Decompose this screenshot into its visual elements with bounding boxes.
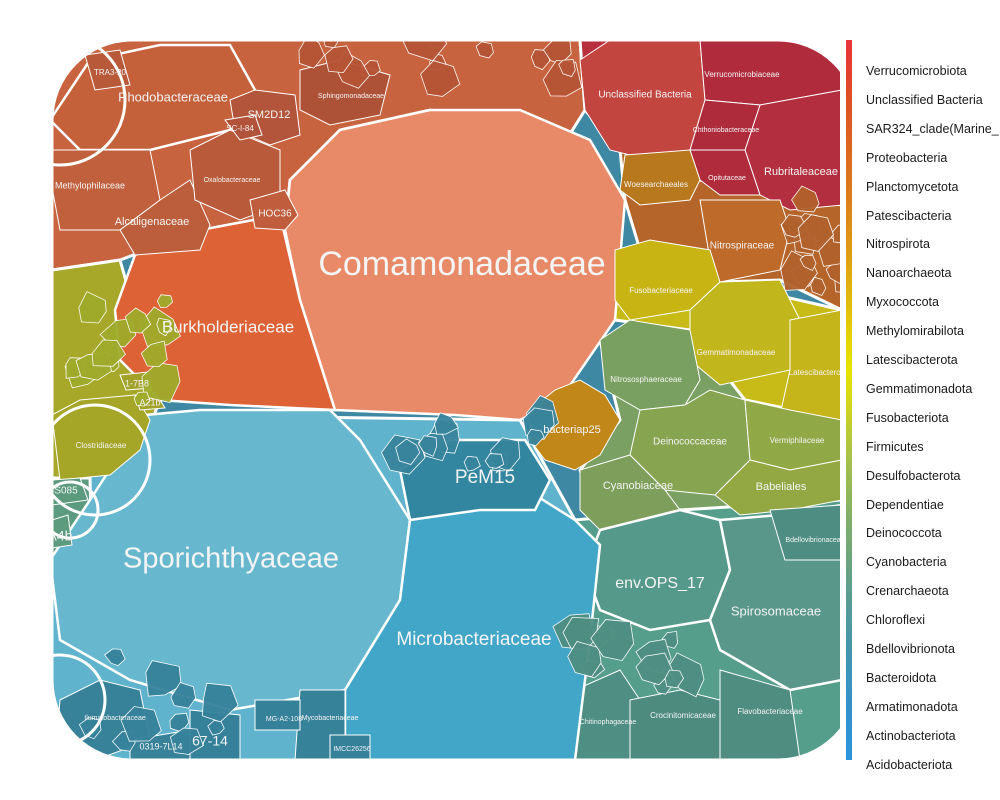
cell-label-ilumatobacteraceae: Ilumatobacteraceae bbox=[84, 715, 146, 722]
legend-entry-chloroflexi: Chloroflexi bbox=[866, 613, 925, 627]
cell-label-bdellovibrionaceae: Bdellovibrionaceae bbox=[785, 537, 840, 544]
cell-env-ops-17 bbox=[585, 510, 730, 630]
legend-entry-firmicutes: Firmicutes bbox=[866, 440, 924, 454]
minor-cell bbox=[19, 662, 51, 692]
cell-label-chthoniobacteraceae: Chthoniobacteraceae bbox=[693, 127, 760, 134]
cell-gemmatimonadaceae bbox=[690, 280, 800, 385]
legend-entry-nanoarchaeota: Nanoarchaeota bbox=[866, 266, 951, 280]
cell-label-sporichthyaceae: Sporichthyaceae bbox=[123, 543, 339, 575]
legend-entry-armatimonadota: Armatimonadota bbox=[866, 700, 958, 714]
cell-label-spirosomaceae: Spirosomaceae bbox=[731, 603, 821, 618]
legend-entry-fusobacteriota: Fusobacteriota bbox=[866, 411, 949, 425]
cell-label-mg-a2-108: MG-A2-108 bbox=[266, 716, 302, 723]
cell-label-tra3-20: TRA3-20 bbox=[94, 68, 127, 77]
cell-label-rubritaleaceae: Rubritaleaceae bbox=[764, 166, 838, 178]
legend-entry-bacteroidota: Bacteroidota bbox=[866, 671, 936, 685]
cell-label-a21b: A21b bbox=[139, 397, 160, 407]
cell-label-nitrososphaeraceae: Nitrososphaeraceae bbox=[610, 375, 682, 384]
cell-label-sm2d12: SM2D12 bbox=[248, 109, 291, 121]
cell-label-0319-7l14: 0319-7L14 bbox=[139, 741, 182, 751]
cell-crocinitomicaceae bbox=[630, 690, 720, 760]
cell-label-oxalobacteraceae: Oxalobacteraceae bbox=[204, 177, 261, 184]
cell-label-microbacteriaceae: Microbacteriaceae bbox=[396, 629, 551, 650]
cell-label-clostridiaceae: Clostridiaceae bbox=[76, 441, 127, 450]
legend-entry-unclassified-bacteria: Unclassified Bacteria bbox=[866, 93, 983, 107]
cell-label-nitrospiraceae: Nitrospiraceae bbox=[710, 241, 775, 252]
legend-entry-crenarchaeota: Crenarchaeota bbox=[866, 584, 949, 598]
legend-entry-verrucomicrobiota: Verrucomicrobiota bbox=[866, 64, 967, 78]
cell-woesearchaeales bbox=[620, 150, 700, 205]
cell-label-mycobacteriaceae: Mycobacteriaceae bbox=[302, 715, 359, 722]
minor-cell bbox=[7, 665, 24, 685]
minor-cell bbox=[12, 653, 51, 687]
cell-label-crocinitomicaceae: Crocinitomicaceae bbox=[650, 711, 716, 720]
cell-label-rhodobacteraceae: Rhodobacteraceae bbox=[118, 89, 228, 104]
cell-label-67-14: 67-14 bbox=[192, 733, 228, 749]
cell-label-s085: S085 bbox=[54, 486, 78, 497]
cell-label-methylophilaceae: Methylophilaceae bbox=[55, 180, 125, 190]
cell-label-opitutaceae: Opitutaceae bbox=[708, 175, 746, 182]
legend-entry-methylomirabilota: Methylomirabilota bbox=[866, 324, 964, 338]
phylum-legend: Verrucomicrobiota Unclassified Bacteria SA… bbox=[846, 40, 1000, 760]
legend-entry-myxococcota: Myxococcota bbox=[866, 295, 939, 309]
treemap-body: Comamonadaceae Burkholderiaceae Rhodobacte… bbox=[0, 22, 840, 760]
legend-entry-acidobacteriota: Acidobacteriota bbox=[866, 758, 952, 772]
cell-label-1-7b8: 1-7B8 bbox=[125, 378, 149, 388]
legend-entry-patescibacteria: Patescibacteria bbox=[866, 209, 951, 223]
cell-label-verrucomicrobiaceae: Verrucomicrobiaceae bbox=[704, 70, 780, 79]
legend-entry-dependentiae: Dependentiae bbox=[866, 498, 944, 512]
cell-label-sphingomonadaceae: Sphingomonadaceae bbox=[318, 93, 384, 100]
legend-entry-gemmatimonadota: Gemmatimonadota bbox=[866, 382, 972, 396]
legend-entry-sar324-clade-marine: SAR324_clade(Marine_ bbox=[866, 122, 999, 136]
cell-label-woesearchaeales: Woesearchaeales bbox=[624, 180, 688, 189]
legend-entry-cyanobacteria: Cyanobacteria bbox=[866, 555, 947, 569]
cell-label-unclassified-bacteria: Unclassified Bacteria bbox=[598, 90, 692, 101]
cell-label-pem15: PeM15 bbox=[455, 467, 515, 488]
cell-label-bacteriap25: bacteriap25 bbox=[543, 424, 601, 436]
legend-entry-nitrospirota: Nitrospirota bbox=[866, 237, 930, 251]
voronoi-treemap: Comamonadaceae Burkholderiaceae Rhodobacte… bbox=[0, 0, 840, 800]
cell-label-imcc26256: IMCC26256 bbox=[333, 746, 370, 753]
legend-entry-desulfobacterota: Desulfobacterota bbox=[866, 469, 961, 483]
cell-label-env-ops-17: env.OPS_17 bbox=[615, 575, 705, 592]
cell-label-hoc36: HOC36 bbox=[258, 209, 292, 220]
cell-label-gemmatimonadaceae: Gemmatimonadaceae bbox=[697, 348, 776, 357]
cell-label-babeliales: Babeliales bbox=[756, 481, 807, 493]
cell-label-cyanobiaceae: Cyanobiaceae bbox=[603, 480, 673, 492]
cell-label-burkholderiaceae: Burkholderiaceae bbox=[162, 317, 294, 336]
cell-label-flavobacteriaceae: Flavobacteriaceae bbox=[737, 707, 803, 716]
minor-cell bbox=[14, 645, 35, 665]
cell-label-vermiphilaceae: Vermiphilaceae bbox=[770, 436, 825, 445]
legend-entry-deinococcota: Deinococcota bbox=[866, 526, 942, 540]
cell-label-sc-i-84: SC-I-84 bbox=[226, 124, 254, 133]
legend-entry-actinobacteriota: Actinobacteriota bbox=[866, 729, 956, 743]
legend-entry-proteobacteria: Proteobacteria bbox=[866, 151, 947, 165]
legend-color-bar bbox=[846, 40, 852, 760]
cell-label-latescibacterota: Latescibacterota bbox=[789, 368, 840, 377]
cell-label-deinococcaceae: Deinococcaceae bbox=[653, 437, 727, 448]
cell-label-alcaligenaceae: Alcaligenaceae bbox=[115, 216, 190, 228]
legend-entry-bdellovibrionota: Bdellovibrionota bbox=[866, 642, 955, 656]
legend-entry-latescibacterota: Latescibacterota bbox=[866, 353, 958, 367]
cell-label-chitinophagaceae: Chitinophagaceae bbox=[580, 719, 637, 726]
cell-label-fusobacteriaceae: Fusobacteriaceae bbox=[629, 286, 693, 295]
legend-entry-planctomycetota: Planctomycetota bbox=[866, 180, 958, 194]
cell-label-comamonadaceae: Comamonadaceae bbox=[318, 245, 605, 283]
